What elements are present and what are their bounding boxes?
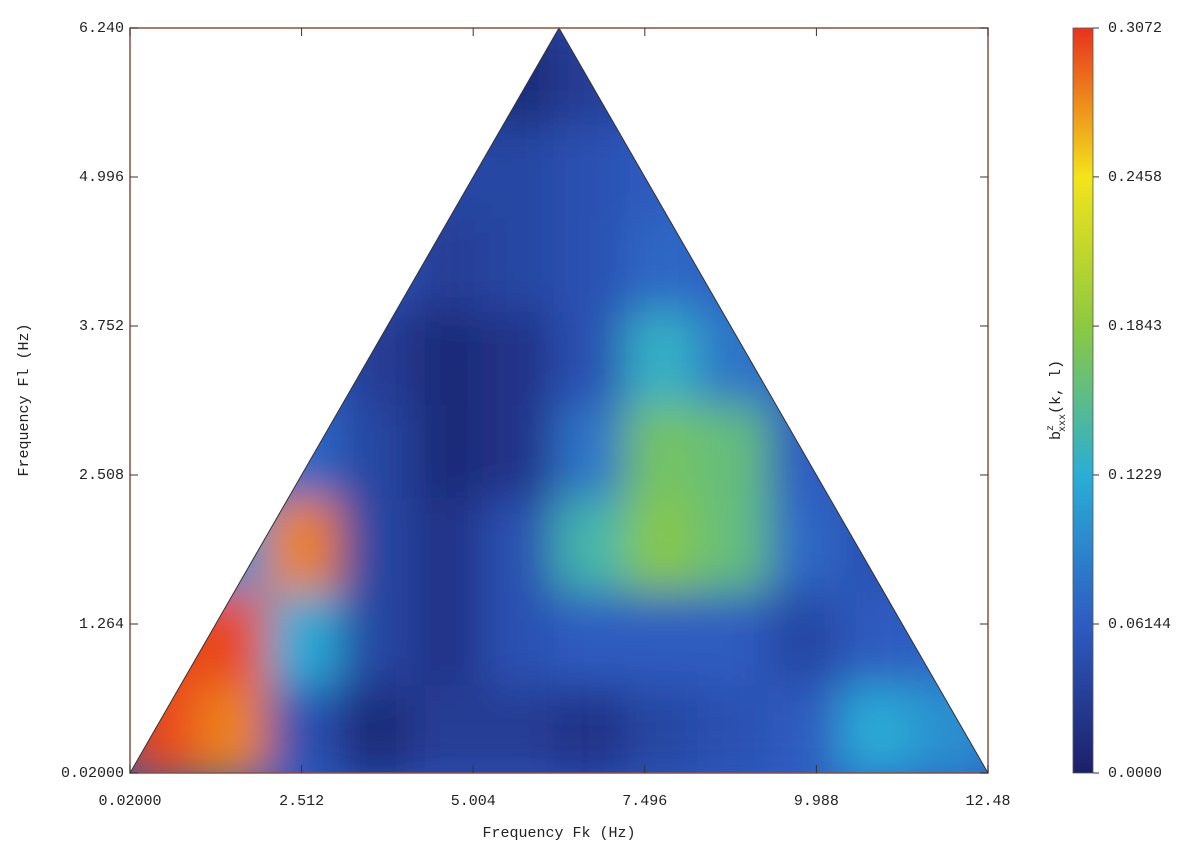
contour-cell bbox=[625, 393, 709, 499]
colorbar-tick-label: 0.1229 bbox=[1108, 467, 1162, 484]
x-axis-title: Frequency Fk (Hz) bbox=[482, 825, 635, 842]
contour-cell bbox=[553, 299, 638, 406]
x-tick-label: 12.48 bbox=[965, 793, 1010, 810]
contour-cell bbox=[553, 673, 638, 773]
contour-cell bbox=[768, 673, 853, 773]
contour-cell bbox=[482, 486, 566, 593]
contour-cell bbox=[338, 673, 423, 773]
contour-cell bbox=[267, 580, 351, 686]
contour-cell bbox=[553, 206, 638, 312]
field bbox=[130, 28, 988, 773]
contour-cell bbox=[130, 673, 208, 773]
cb-sub: xxx bbox=[1058, 414, 1069, 432]
contour-cell bbox=[482, 580, 566, 686]
contour-cell bbox=[267, 486, 351, 593]
contour-cell bbox=[696, 393, 781, 499]
contour-cell bbox=[553, 393, 638, 499]
contour-cell bbox=[553, 113, 638, 219]
contour-cell bbox=[625, 673, 709, 773]
contour-cell bbox=[338, 486, 423, 593]
colorbar-tick-label: 0.06144 bbox=[1108, 616, 1171, 633]
contour-cell bbox=[482, 28, 566, 126]
contour-cell bbox=[130, 580, 208, 686]
y-tick-label: 0.02000 bbox=[61, 765, 124, 782]
contour-cell bbox=[696, 673, 781, 773]
contour-cell bbox=[482, 206, 566, 312]
colorbar-tick-label: 0.1843 bbox=[1108, 318, 1162, 335]
x-tick-label: 7.496 bbox=[622, 793, 667, 810]
contour-cell bbox=[410, 486, 495, 593]
x-tick-label: 9.988 bbox=[794, 793, 839, 810]
contour-cell bbox=[410, 393, 495, 499]
contour-cell bbox=[840, 673, 924, 773]
x-tick-label: 0.02000 bbox=[98, 793, 161, 810]
contour-cell bbox=[840, 580, 924, 686]
contour-cell bbox=[410, 206, 495, 312]
contour-cell bbox=[195, 673, 280, 773]
contour-cell bbox=[696, 486, 781, 593]
y-tick-label: 1.264 bbox=[79, 616, 124, 633]
y-tick-label: 3.752 bbox=[79, 318, 124, 335]
contour-cell bbox=[553, 580, 638, 686]
colorbar-title: bzxxx(k, l) bbox=[1046, 360, 1069, 440]
contour-cell bbox=[482, 393, 566, 499]
contour-cell bbox=[696, 299, 781, 406]
cb-sup: z bbox=[1046, 425, 1057, 431]
contour-cell bbox=[553, 28, 638, 126]
y-tick-label: 6.240 bbox=[79, 20, 124, 37]
y-tick-label: 2.508 bbox=[79, 467, 124, 484]
y-tick-label: 4.996 bbox=[79, 169, 124, 186]
contour-cell bbox=[625, 206, 709, 312]
colorbar-tick-label: 0.3072 bbox=[1108, 20, 1162, 37]
contour-cell bbox=[338, 580, 423, 686]
contour-cell bbox=[410, 113, 495, 219]
contour-cell bbox=[410, 299, 495, 406]
x-tick-label: 5.004 bbox=[451, 793, 496, 810]
colorbar-tick-label: 0.0000 bbox=[1108, 765, 1162, 782]
contour-cell bbox=[482, 113, 566, 219]
contour-cell bbox=[768, 580, 853, 686]
contour-cell bbox=[195, 580, 280, 686]
field-clip bbox=[130, 28, 988, 773]
colorbar-tick-label: 0.2458 bbox=[1108, 169, 1162, 186]
cb-base: b bbox=[1048, 431, 1065, 440]
y-axis-title: Frequency Fl (Hz) bbox=[16, 323, 33, 476]
contour-cell bbox=[410, 580, 495, 686]
contour-cell bbox=[625, 486, 709, 593]
x-tick-label: 2.512 bbox=[279, 793, 324, 810]
contour-cell bbox=[768, 393, 853, 499]
contour-cell bbox=[553, 486, 638, 593]
contour-cell bbox=[267, 673, 351, 773]
contour-cell bbox=[338, 393, 423, 499]
colorbar bbox=[1072, 27, 1094, 774]
contour-cell bbox=[195, 486, 280, 593]
contour-cell bbox=[625, 580, 709, 686]
contour-cell bbox=[410, 673, 495, 773]
contour-cell bbox=[840, 486, 924, 593]
contour-cell bbox=[768, 486, 853, 593]
contour-cell bbox=[482, 673, 566, 773]
cb-args: (k, l) bbox=[1048, 360, 1065, 414]
contour-cell bbox=[696, 580, 781, 686]
contour-cell bbox=[267, 393, 351, 499]
contour-cell bbox=[482, 299, 566, 406]
plot-frame bbox=[129, 27, 989, 774]
contour-cell bbox=[625, 299, 709, 406]
